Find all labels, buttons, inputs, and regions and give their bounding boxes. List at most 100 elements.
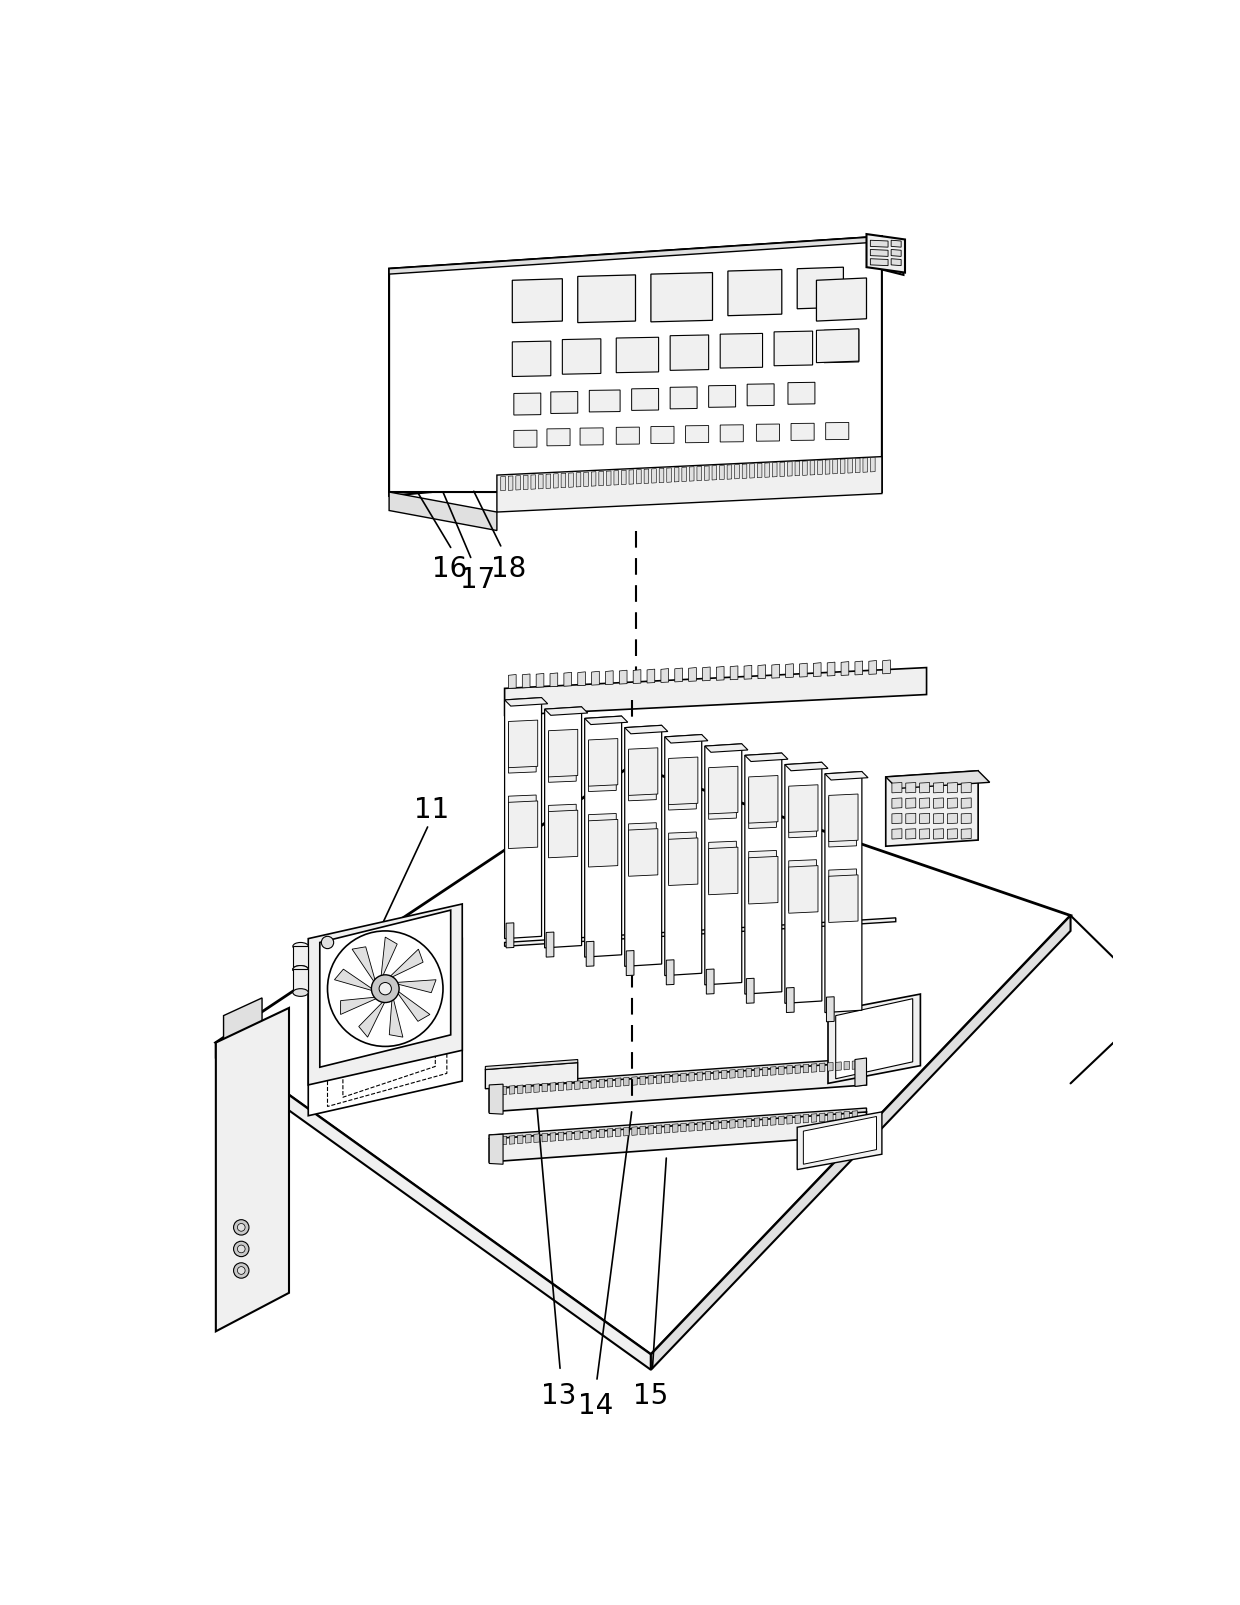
Polygon shape [779,1066,784,1075]
Polygon shape [804,1064,808,1074]
Polygon shape [802,462,807,477]
Polygon shape [464,401,491,416]
Polygon shape [341,997,381,1014]
Polygon shape [253,1167,270,1191]
Polygon shape [397,358,425,371]
Polygon shape [961,798,971,809]
Polygon shape [389,493,497,531]
Polygon shape [873,238,904,276]
Polygon shape [599,1130,605,1138]
Polygon shape [826,424,849,440]
Polygon shape [591,1130,596,1138]
Polygon shape [681,1074,686,1082]
Polygon shape [464,358,491,371]
Polygon shape [647,669,655,684]
Polygon shape [854,661,863,676]
Polygon shape [844,1112,849,1120]
Polygon shape [848,459,852,473]
Polygon shape [632,1127,637,1136]
Polygon shape [501,1087,507,1095]
Polygon shape [841,663,849,676]
Polygon shape [615,1128,621,1136]
Polygon shape [785,762,828,772]
Circle shape [321,937,334,949]
Polygon shape [813,663,821,677]
Polygon shape [697,467,702,481]
Polygon shape [668,758,698,806]
Polygon shape [804,1117,877,1165]
Polygon shape [381,937,397,981]
Polygon shape [585,717,621,958]
Text: 13: 13 [541,1382,577,1409]
Polygon shape [708,769,737,820]
Polygon shape [223,998,262,1053]
Polygon shape [216,1008,289,1332]
Polygon shape [580,429,603,446]
Polygon shape [534,1083,539,1093]
Polygon shape [252,1125,268,1149]
Polygon shape [228,1127,250,1156]
Polygon shape [828,794,858,843]
Polygon shape [720,425,743,443]
Polygon shape [689,1124,694,1132]
Polygon shape [770,1117,776,1125]
Polygon shape [947,830,957,839]
Polygon shape [892,814,901,823]
Polygon shape [870,241,888,249]
Polygon shape [811,1114,817,1122]
Polygon shape [730,666,738,681]
Polygon shape [719,465,724,480]
Polygon shape [665,1125,670,1133]
Polygon shape [734,465,739,480]
Polygon shape [652,469,656,483]
Polygon shape [544,708,582,949]
Polygon shape [490,1063,867,1112]
Polygon shape [510,1136,515,1144]
Polygon shape [631,388,658,411]
Polygon shape [885,772,978,847]
Polygon shape [947,814,957,823]
Polygon shape [227,1061,239,1069]
Polygon shape [666,960,675,985]
Polygon shape [820,1064,825,1072]
Polygon shape [508,676,516,689]
Polygon shape [713,1122,719,1130]
Polygon shape [675,669,682,682]
Polygon shape [765,464,770,478]
Polygon shape [730,1071,735,1079]
Text: 17: 17 [460,567,495,594]
Polygon shape [567,1132,572,1141]
Polygon shape [706,1072,711,1080]
Polygon shape [892,798,901,809]
Polygon shape [591,672,599,685]
Polygon shape [856,459,861,473]
Polygon shape [501,477,506,491]
Polygon shape [744,666,751,681]
Polygon shape [546,475,551,490]
Polygon shape [892,260,901,266]
Polygon shape [508,801,538,849]
Polygon shape [749,778,776,830]
Polygon shape [505,698,542,939]
Polygon shape [505,698,548,706]
Polygon shape [670,335,708,371]
Polygon shape [389,238,882,274]
Polygon shape [625,725,662,966]
Polygon shape [828,995,920,1083]
Polygon shape [490,1112,867,1162]
Polygon shape [640,1127,645,1135]
Polygon shape [397,401,425,416]
Polygon shape [797,1112,882,1170]
Polygon shape [644,470,649,485]
Polygon shape [787,1066,792,1074]
Polygon shape [243,1066,254,1074]
Polygon shape [464,421,491,435]
Polygon shape [920,783,930,793]
Polygon shape [934,830,944,839]
Polygon shape [730,1120,735,1128]
Polygon shape [668,833,697,884]
Polygon shape [320,910,450,1067]
Polygon shape [749,851,776,902]
Polygon shape [396,323,427,348]
Polygon shape [223,1035,283,1093]
